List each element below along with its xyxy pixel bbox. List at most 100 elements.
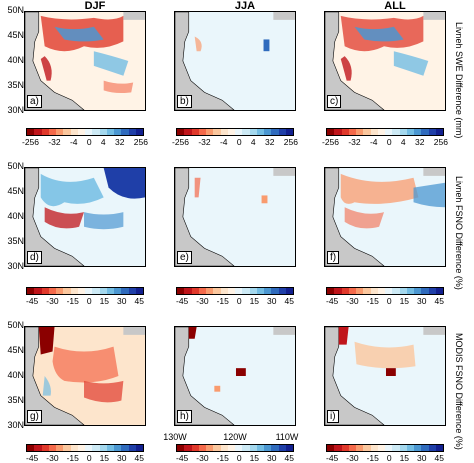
colorbar-swatch: [70, 288, 78, 294]
row-label-livneh-fsno: Livneh FSNO Difference (%): [454, 176, 464, 290]
tick: -15: [366, 296, 379, 306]
colorbar-swatch: [27, 129, 35, 135]
colorbar-swatch: [227, 288, 235, 294]
map-panel-b: b): [174, 11, 296, 111]
tick: 30: [267, 296, 277, 306]
lat-tick: 45N: [7, 186, 24, 196]
colorbar-swatch: [235, 129, 243, 135]
lat-tick: 50N: [7, 161, 24, 171]
tick: 45: [434, 296, 444, 306]
colorbar-ticks-row1-col3: -256 -32 -4 0 4 32 256: [322, 137, 448, 147]
colorbar-swatch: [121, 288, 129, 294]
colorbar-swatch: [271, 129, 279, 135]
lat-tick: 50N: [7, 320, 24, 330]
colorbar-swatch: [249, 129, 257, 135]
tick: -32: [198, 137, 211, 147]
colorbar-swatch: [128, 445, 136, 451]
colorbar-swatch: [341, 288, 349, 294]
colorbar-swatch: [206, 129, 214, 135]
tick: 45: [284, 296, 294, 306]
colorbar-row1-col1: [26, 128, 144, 136]
colorbar-swatch: [249, 288, 257, 294]
colorbar-swatch: [70, 445, 78, 451]
colorbar-swatch: [370, 288, 378, 294]
map-e-drawing: [175, 168, 295, 266]
tick: -45: [326, 453, 339, 463]
colorbar-swatch: [27, 445, 35, 451]
map-i-drawing: [325, 327, 445, 425]
colorbar-swatch: [377, 288, 385, 294]
colorbar-swatch: [435, 445, 443, 451]
tick: 32: [414, 137, 425, 147]
colorbar-swatch: [341, 445, 349, 451]
map-d-drawing: [25, 168, 145, 266]
colorbar-ticks-row3-col1: -45 -30 -15 0 15 30 45: [26, 453, 144, 463]
tick: -30: [196, 296, 209, 306]
colorbar-swatch: [285, 445, 293, 451]
colorbar-swatch: [406, 445, 414, 451]
colorbar-swatch: [92, 288, 100, 294]
lon-tick-120w-h: 120W: [223, 432, 247, 442]
colorbar-swatch: [327, 129, 335, 135]
tick: -15: [216, 453, 229, 463]
tick: -32: [48, 137, 61, 147]
tick: 256: [433, 137, 448, 147]
tick: -45: [176, 296, 189, 306]
colorbar-swatch: [249, 445, 257, 451]
colorbar-ticks-row3-col2: -45 -30 -15 0 15 30 45: [176, 453, 294, 463]
tick: -30: [346, 296, 359, 306]
colorbar-swatch: [414, 445, 422, 451]
tick: 32: [264, 137, 275, 147]
colorbar-swatch: [285, 129, 293, 135]
tick: -30: [346, 453, 359, 463]
colorbar-swatch: [85, 445, 93, 451]
panel-label: c): [327, 95, 342, 108]
colorbar-swatch: [334, 129, 342, 135]
colorbar-swatch: [264, 445, 272, 451]
map-panel-i: i): [324, 326, 446, 426]
colorbar-ticks-row2-col2: -45 -30 -15 0 15 30 45: [176, 296, 294, 306]
colorbar-swatch: [220, 445, 228, 451]
colorbar-row3-col2: [176, 444, 294, 452]
colorbar-swatch: [278, 129, 286, 135]
tick: 0: [236, 296, 242, 306]
colorbar-swatch: [421, 288, 429, 294]
colorbar-swatch: [85, 288, 93, 294]
colorbar-swatch: [363, 288, 371, 294]
tick: 30: [117, 453, 127, 463]
colorbar-swatch: [213, 445, 221, 451]
tick: 0: [86, 296, 92, 306]
colorbar-swatch: [363, 445, 371, 451]
colorbar-swatch: [227, 445, 235, 451]
colorbar-swatch: [27, 288, 35, 294]
tick: -15: [366, 453, 379, 463]
tick: 45: [284, 453, 294, 463]
colorbar-swatch: [348, 445, 356, 451]
colorbar-swatch: [264, 288, 272, 294]
lat-tick: 30N: [7, 420, 24, 430]
colorbar-swatch: [106, 445, 114, 451]
colorbar-row1-col3: [326, 128, 444, 136]
colorbar-swatch: [184, 129, 192, 135]
tick: 4: [100, 137, 106, 147]
colorbar-ticks-row3-col3: -45 -30 -15 0 15 30 45: [326, 453, 444, 463]
row-label-text: MODIS FSNO Difference (%): [454, 333, 464, 450]
lat-tick: 35N: [7, 395, 24, 405]
map-h-drawing: [175, 327, 295, 425]
lat-tick: 40N: [7, 55, 24, 65]
tick: 15: [399, 296, 410, 306]
tick: -45: [26, 296, 39, 306]
colorbar-row2-col1: [26, 287, 144, 295]
colorbar-swatch: [92, 445, 100, 451]
colorbar-swatch: [278, 288, 286, 294]
colorbar-swatch: [191, 445, 199, 451]
colorbar-swatch: [271, 288, 279, 294]
colorbar-swatch: [34, 129, 42, 135]
colorbar-swatch: [99, 129, 107, 135]
colorbar-swatch: [63, 129, 71, 135]
lat-tick: 45N: [7, 345, 24, 355]
map-panel-h: h): [174, 326, 296, 426]
colorbar-swatch: [177, 129, 185, 135]
tick: 15: [249, 296, 260, 306]
colorbar-swatch: [206, 288, 214, 294]
